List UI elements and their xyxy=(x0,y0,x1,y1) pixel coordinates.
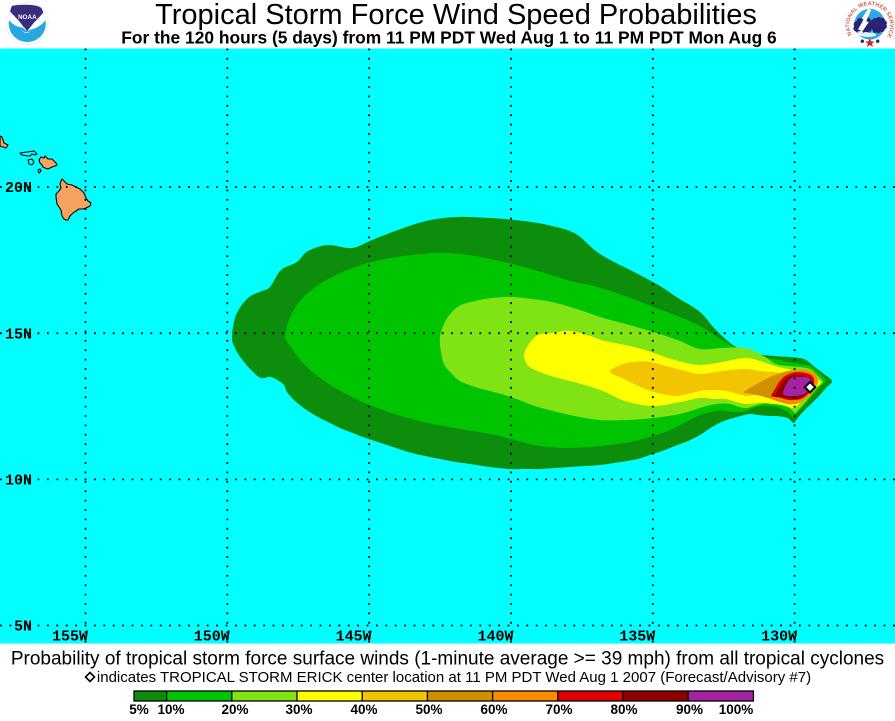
svg-text:20%: 20% xyxy=(221,702,248,716)
svg-text:70%: 70% xyxy=(545,702,572,716)
svg-text:5%: 5% xyxy=(129,702,149,716)
svg-text:80%: 80% xyxy=(610,702,637,716)
svg-text:10%: 10% xyxy=(157,702,184,716)
svg-text:130W: 130W xyxy=(761,629,797,646)
svg-text:For the 120 hours (5 days) fro: For the 120 hours (5 days) from 11 PM PD… xyxy=(121,28,777,48)
svg-text:50%: 50% xyxy=(415,702,442,716)
svg-text:135W: 135W xyxy=(619,629,655,646)
svg-text:140W: 140W xyxy=(477,629,513,646)
svg-text:indicates TROPICAL STORM ERICK: indicates TROPICAL STORM ERICK center lo… xyxy=(97,669,811,686)
svg-text:Probability of tropical storm: Probability of tropical storm force surf… xyxy=(11,649,884,670)
svg-text:100%: 100% xyxy=(719,702,754,716)
svg-text:10N: 10N xyxy=(5,473,32,490)
svg-text:15N: 15N xyxy=(5,326,32,343)
svg-text:90%: 90% xyxy=(676,702,703,716)
svg-text:Tropical Storm Force Wind Spee: Tropical Storm Force Wind Speed Probabil… xyxy=(155,0,757,31)
svg-text:20N: 20N xyxy=(5,180,32,197)
svg-text:60%: 60% xyxy=(480,702,507,716)
svg-text:5N: 5N xyxy=(14,619,32,636)
svg-text:155W: 155W xyxy=(52,629,88,646)
svg-text:150W: 150W xyxy=(194,629,230,646)
svg-text:30%: 30% xyxy=(285,702,312,716)
svg-text:40%: 40% xyxy=(350,702,377,716)
svg-text:NOAA: NOAA xyxy=(18,14,37,21)
svg-text:145W: 145W xyxy=(336,629,372,646)
